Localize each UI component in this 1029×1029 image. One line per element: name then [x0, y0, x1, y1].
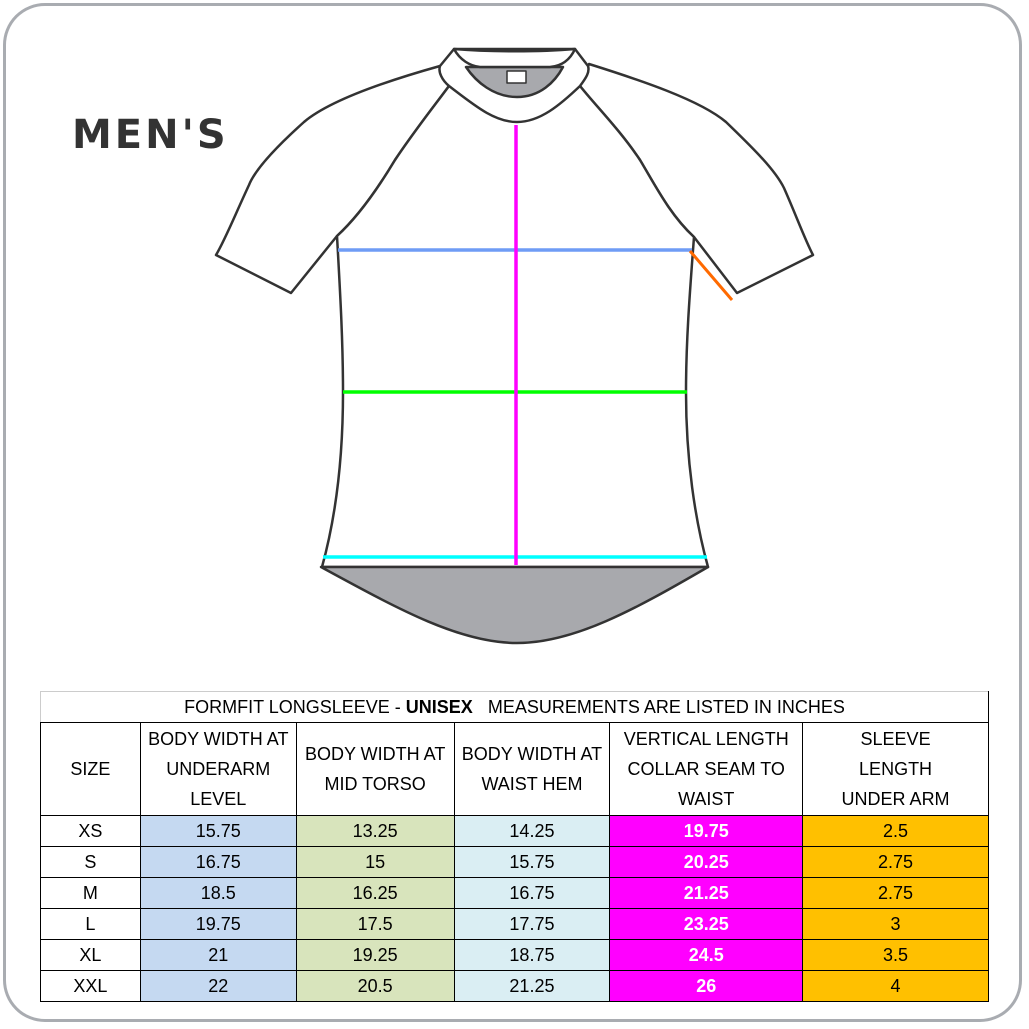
table-row: S 16.75 15 15.75 20.25 2.75 [40, 846, 989, 878]
cell-mid-torso: 19.25 [295, 939, 455, 971]
header-sleeve: SLEEVE LENGTH UNDER ARM [802, 722, 989, 816]
cell-underarm: 19.75 [139, 908, 297, 940]
header-waist-hem: BODY WIDTH AT WAIST HEM [453, 722, 611, 816]
cell-size: S [40, 846, 141, 878]
cell-sleeve: 2.5 [802, 815, 989, 847]
card-frame [3, 3, 1022, 1022]
cell-mid-torso: 15 [295, 846, 455, 878]
cell-mid-torso: 17.5 [295, 908, 455, 940]
hem-back [319, 565, 710, 645]
cell-waist-hem: 16.75 [453, 877, 611, 909]
cell-sleeve: 3 [802, 908, 989, 940]
header-vertical-length: VERTICAL LENGTH COLLAR SEAM TO WAIST [609, 722, 804, 816]
cell-underarm: 15.75 [139, 815, 297, 847]
table-row: XL 21 19.25 18.75 24.5 3.5 [40, 939, 989, 971]
cell-sleeve: 4 [802, 970, 989, 1002]
cell-vertical-length: 21.25 [609, 877, 804, 909]
size-table: FORMFIT LONGSLEEVE - UNISEX MEASUREMENTS… [40, 691, 989, 1002]
header-underarm: BODY WIDTH AT UNDERARM LEVEL [139, 722, 297, 816]
cell-size: XL [40, 939, 141, 971]
cell-vertical-length: 19.75 [609, 815, 804, 847]
cell-vertical-length: 23.25 [609, 908, 804, 940]
cell-sleeve: 2.75 [802, 877, 989, 909]
cell-vertical-length: 26 [609, 970, 804, 1002]
neck-label [506, 70, 527, 84]
cell-vertical-length: 24.5 [609, 939, 804, 971]
table-row: XS 15.75 13.25 14.25 19.75 2.5 [40, 815, 989, 847]
cell-underarm: 21 [139, 939, 297, 971]
cell-waist-hem: 17.75 [453, 908, 611, 940]
sleeve-length-line [688, 250, 734, 301]
cell-underarm: 16.75 [139, 846, 297, 878]
cell-sleeve: 3.5 [802, 939, 989, 971]
cell-waist-hem: 15.75 [453, 846, 611, 878]
cell-underarm: 18.5 [139, 877, 297, 909]
cell-mid-torso: 13.25 [295, 815, 455, 847]
cell-waist-hem: 18.75 [453, 939, 611, 971]
table-row: XXL 22 20.5 21.25 26 4 [40, 970, 989, 1002]
neck-top [452, 47, 577, 69]
cell-vertical-length: 20.25 [609, 846, 804, 878]
cell-size: XS [40, 815, 141, 847]
cell-sleeve: 2.75 [802, 846, 989, 878]
cell-mid-torso: 20.5 [295, 970, 455, 1002]
header-row: SIZE BODY WIDTH AT UNDERARM LEVEL BODY W… [40, 722, 989, 816]
table-row: M 18.5 16.25 16.75 21.25 2.75 [40, 877, 989, 909]
heading: MEN'S [72, 112, 229, 158]
cell-size: XXL [40, 970, 141, 1002]
cell-waist-hem: 14.25 [453, 815, 611, 847]
header-size: SIZE [40, 722, 141, 816]
table-row: L 19.75 17.5 17.75 23.25 3 [40, 908, 989, 940]
cell-mid-torso: 16.25 [295, 877, 455, 909]
table-title: FORMFIT LONGSLEEVE - UNISEX MEASUREMENTS… [40, 691, 989, 723]
header-mid-torso: BODY WIDTH AT MID TORSO [295, 722, 455, 816]
cell-underarm: 22 [139, 970, 297, 1002]
cell-size: M [40, 877, 141, 909]
cell-size: L [40, 908, 141, 940]
cell-waist-hem: 21.25 [453, 970, 611, 1002]
